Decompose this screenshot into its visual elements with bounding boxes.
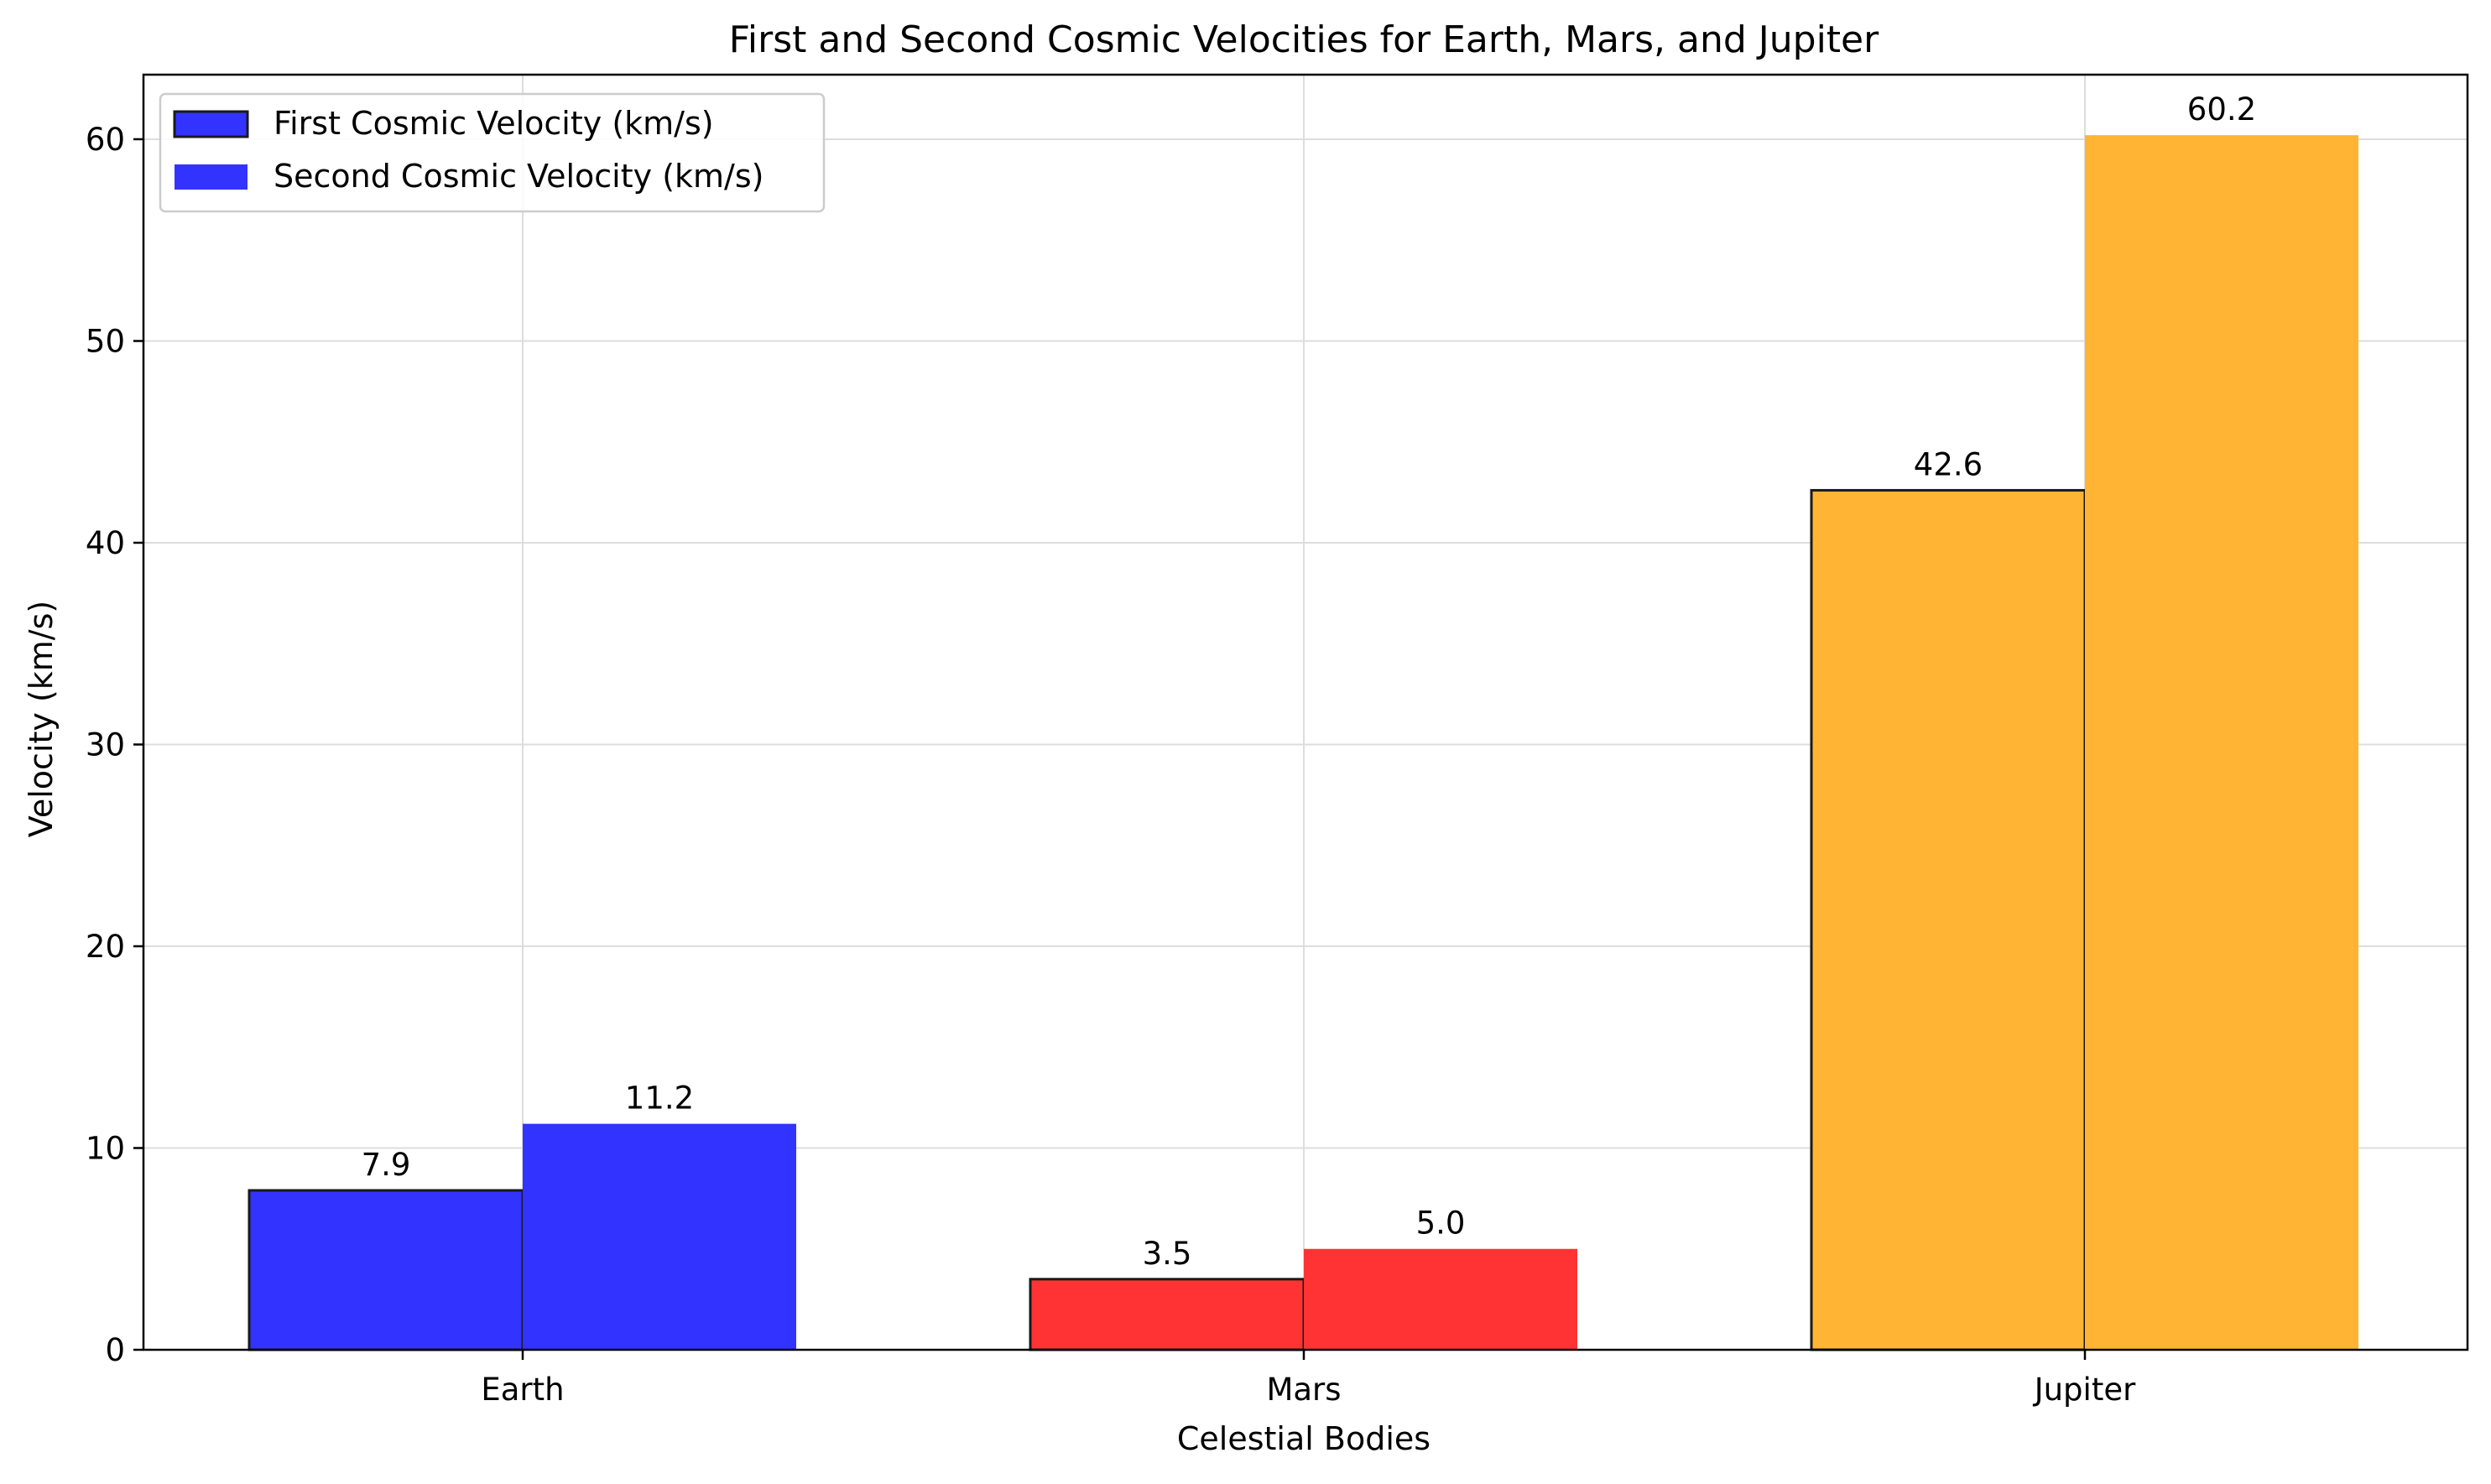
data-label-mars-first: 3.5: [1143, 1236, 1192, 1272]
legend-swatch-first-cosmic-velocity: [173, 110, 249, 138]
data-label-jupiter-first: 42.6: [1914, 446, 1983, 482]
y-tick-label: 50: [86, 323, 125, 359]
chart-title: First and Second Cosmic Velocities for E…: [729, 18, 1879, 61]
y-tick-label: 20: [86, 929, 125, 965]
bar-mars-first-cosmic-velocity: [1029, 1278, 1305, 1351]
bar-jupiter-first-cosmic-velocity: [1810, 488, 2087, 1351]
legend-label-second-cosmic-velocity: Second Cosmic Velocity (km/s): [274, 158, 763, 195]
data-labels: 7.9 3.5 42.6 11.2 5.0 60.2: [362, 91, 2257, 1272]
bar-mars-second-cosmic-velocity: [1304, 1248, 1577, 1350]
bars: [248, 135, 2358, 1351]
data-label-mars-second: 5.0: [1416, 1205, 1466, 1242]
bar-jupiter-second-cosmic-velocity: [2085, 135, 2358, 1351]
x-tick-label-earth: Earth: [481, 1372, 564, 1408]
y-axis-label: Velocity (km/s): [23, 601, 60, 837]
x-axis-label: Celestial Bodies: [1177, 1420, 1431, 1457]
legend: First Cosmic Velocity (km/s) Second Cosm…: [159, 92, 826, 213]
y-tick-label: 10: [86, 1130, 125, 1166]
plot-frame: [142, 73, 2469, 1351]
data-label-earth-first: 7.9: [362, 1147, 411, 1183]
legend-label-first-cosmic-velocity: First Cosmic Velocity (km/s): [274, 105, 714, 142]
axis-ticks: 0 10 20 30 40 50 60 Earth Mars Jupiter: [86, 122, 2136, 1408]
bar-earth-second-cosmic-velocity: [523, 1123, 796, 1350]
data-label-earth-second: 11.2: [625, 1080, 694, 1117]
x-tick-label-mars: Mars: [1266, 1372, 1341, 1408]
y-tick-label: 40: [86, 525, 125, 561]
y-tick-label: 30: [86, 726, 125, 763]
y-tick-label: 0: [105, 1332, 125, 1368]
data-label-jupiter-second: 60.2: [2187, 91, 2256, 128]
x-tick-label-jupiter: Jupiter: [2033, 1372, 2136, 1408]
legend-swatch-second-cosmic-velocity: [175, 164, 248, 190]
legend-box: [159, 92, 826, 213]
y-tick-label: 60: [86, 122, 125, 158]
bar-earth-first-cosmic-velocity: [248, 1189, 524, 1351]
